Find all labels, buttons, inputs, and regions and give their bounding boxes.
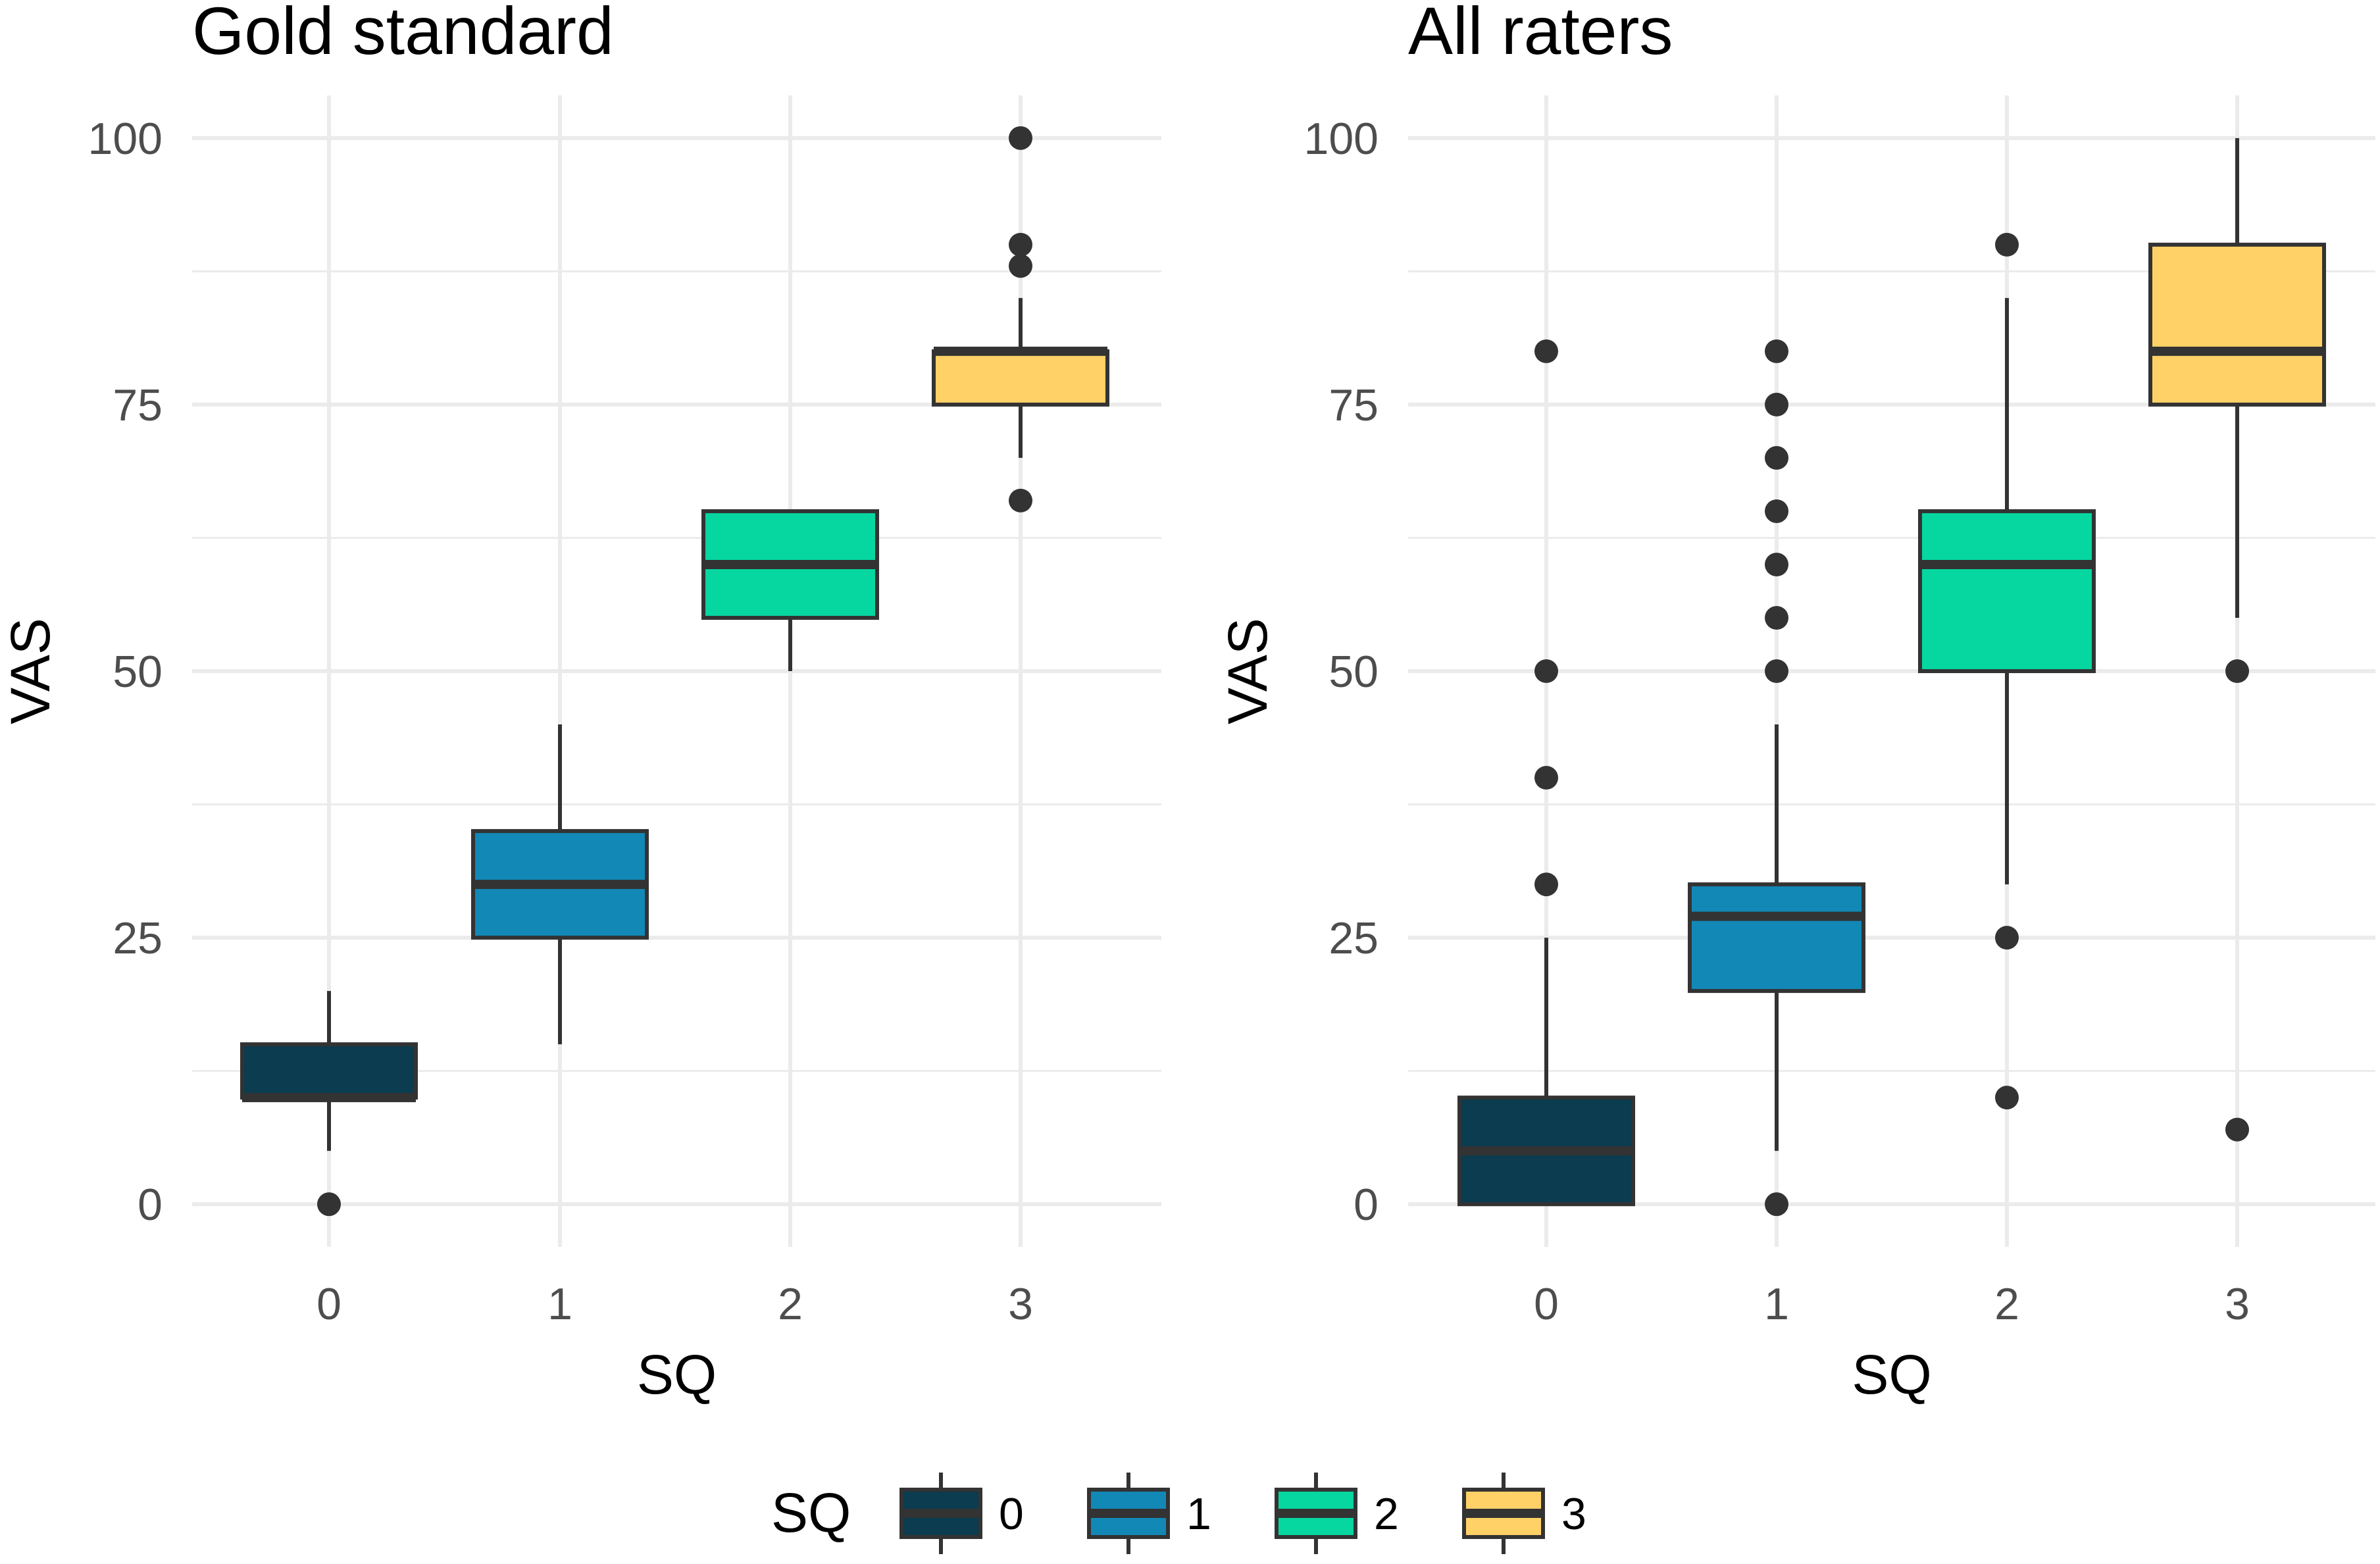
legend-key-2: 2 [1275,1473,1399,1554]
y-tick-label: 25 [1329,913,1379,963]
x-tick-label: 2 [1994,1279,2019,1329]
x-tick-label: 1 [1764,1279,1789,1329]
y-tick-label: 75 [1329,380,1379,430]
box-iqr [2148,242,2326,407]
outlier-point [1765,445,1788,470]
legend-label: 1 [1186,1489,1211,1539]
x-tick-label: 3 [1008,1279,1033,1329]
x-tick-label: 0 [1534,1279,1559,1329]
outlier-point [1765,605,1788,630]
outlier-point [1765,1192,1788,1217]
y-tick-label: 75 [113,380,163,430]
box-iqr [932,349,1109,407]
box-sq-0 [1457,339,1635,1207]
outlier-point [1995,1086,2019,1110]
legend-label: 2 [1374,1489,1399,1539]
outlier-point [1009,126,1032,150]
y-tick-label: 0 [138,1180,163,1230]
legend-label: 3 [1561,1489,1586,1539]
outlier-point [1765,499,1788,523]
outlier-point [1009,488,1032,513]
outlier-point [1534,766,1558,790]
outlier-point [1765,552,1788,576]
y-axis-label: VAS [1217,618,1279,724]
x-tick-label: 0 [316,1279,342,1329]
panel-title: All raters [1408,0,1673,68]
legend-key-0: 0 [899,1473,1024,1554]
legend-key-1: 1 [1087,1473,1211,1554]
outlier-point [317,1192,341,1217]
legend-key-3: 3 [1462,1473,1586,1554]
panel-all-raters: 0 25 50 75 100 0 1 2 3 All raters SQ VAS [1217,0,2375,1405]
box-sq-1 [1688,339,1865,1217]
panel-title: Gold standard [192,0,614,68]
legend-title: SQ [771,1482,851,1544]
outlier-point [1534,659,1558,683]
y-tick-label: 100 [88,114,163,164]
y-tick-label: 25 [113,913,163,963]
x-tick-label: 1 [547,1279,572,1329]
x-tick-label: 3 [2225,1279,2250,1329]
box-iqr [1688,882,1865,994]
y-tick-label: 50 [1329,647,1379,697]
outlier-point [2225,659,2249,683]
outlier-point [1765,659,1788,683]
outlier-point [1534,339,1558,363]
x-tick-label: 2 [778,1279,803,1329]
box-sq-3 [932,126,1109,513]
box-sq-1 [471,724,649,1045]
box-iqr [240,1042,418,1100]
outlier-point [1009,254,1032,278]
y-tick-label: 50 [113,647,163,697]
outlier-point [2225,1117,2249,1142]
box-sq-3 [2148,138,2326,1142]
panel-gold-standard: 0 25 50 75 100 0 1 2 3 Gold standard SQ VAS [0,0,1161,1405]
box-sq-2 [701,509,879,671]
legend-label: 0 [999,1489,1024,1539]
outlier-point [1009,232,1032,257]
y-tick-label: 0 [1354,1180,1379,1230]
y-tick-label: 100 [1304,114,1379,164]
outlier-point [1765,392,1788,416]
legend: SQ 0 1 2 3 [771,1473,1586,1554]
x-axis-label: SQ [637,1344,717,1405]
x-axis-label: SQ [1852,1344,1931,1405]
y-axis-label: VAS [0,618,61,724]
outlier-point [1534,872,1558,897]
outlier-point [1765,339,1788,363]
box-iqr [1918,509,2096,674]
box-sq-2 [1918,232,2096,1110]
outlier-point [1995,926,2019,950]
outlier-point [1995,232,2019,257]
box-sq-0 [240,991,418,1217]
